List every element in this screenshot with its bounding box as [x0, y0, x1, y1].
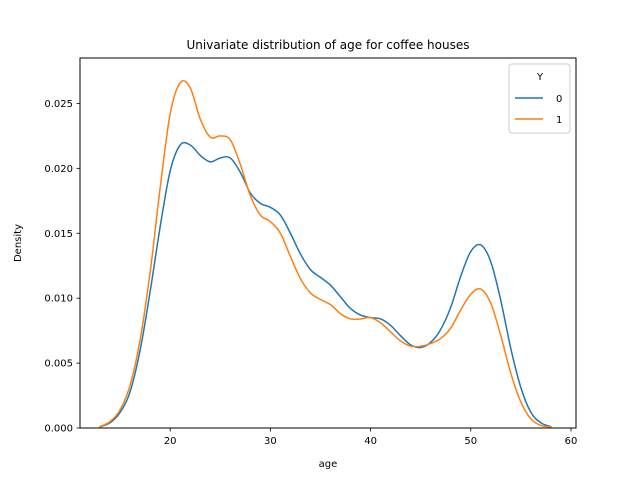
y-tick-label: 0.020	[44, 164, 73, 175]
series-layer	[99, 80, 552, 428]
series-line-0	[99, 141, 552, 428]
series-line-1	[99, 80, 552, 428]
x-tick-label: 40	[364, 436, 377, 447]
legend: Y 01	[508, 63, 571, 134]
legend-label-0: 0	[556, 94, 562, 105]
legend-title: Y	[536, 72, 544, 83]
x-tick-label: 20	[164, 436, 177, 447]
y-tick-label: 0.025	[44, 99, 73, 110]
y-tick-label: 0.015	[44, 229, 73, 240]
legend-label-1: 1	[556, 115, 562, 126]
y-tick-label: 0.005	[44, 359, 73, 370]
y-tick-label: 0.000	[44, 424, 73, 435]
plot-frame	[79, 57, 577, 429]
y-axis-ticks: 0.000 0.005 0.010 0.015 0.020 0.025	[44, 99, 80, 435]
y-tick-label: 0.010	[44, 294, 73, 305]
legend-entries: 01	[515, 94, 562, 126]
x-axis-label: age	[319, 459, 338, 470]
chart-title: Univariate distribution of age for coffe…	[187, 38, 470, 52]
x-tick-label: 30	[264, 436, 277, 447]
x-axis-ticks: 20 30 40 50 60	[164, 428, 578, 447]
y-axis-label: Density	[13, 224, 24, 262]
x-tick-label: 50	[464, 436, 477, 447]
x-tick-label: 60	[565, 436, 578, 447]
